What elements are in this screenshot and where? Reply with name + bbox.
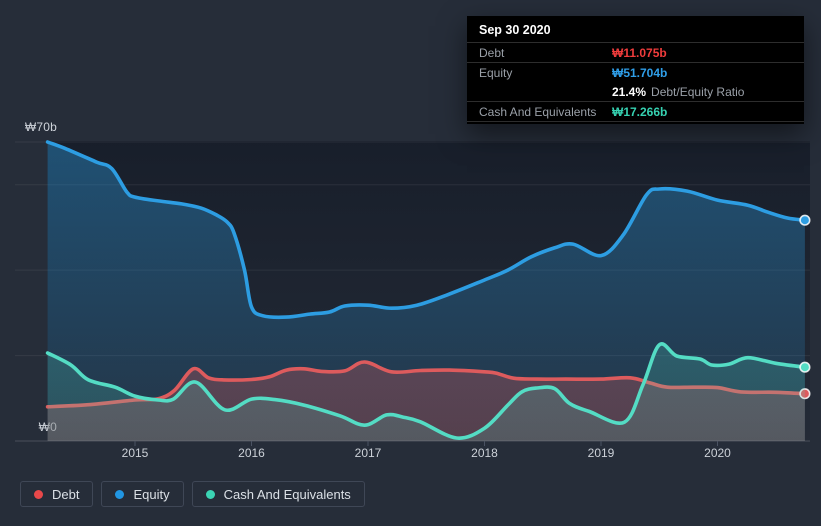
debt-equity-area-chart[interactable] [0,0,821,472]
tooltip-debt-value: ₩11.075b [612,45,667,60]
tooltip-date: Sep 30 2020 [467,16,804,43]
tooltip-cash-label: Cash And Equivalents [479,104,597,119]
legend-item-label: Equity [133,486,170,502]
x-axis-label-2017: 2017 [354,446,382,460]
tooltip-equity-value: ₩51.704b [612,65,668,80]
x-axis-label-2020: 2020 [704,446,731,460]
tooltip: Sep 30 2020 Debt ₩11.075b Equity ₩51.704… [467,16,804,124]
legend-item-label: Debt [52,486,80,502]
debt-legend-dot-icon [34,489,43,499]
tooltip-cash-value: ₩17.266b [612,104,668,119]
legend: Debt Equity Cash And Equivalents [20,481,365,507]
equity-area [47,142,805,441]
tooltip-debt-label: Debt [479,45,505,60]
legend-item-label: Cash And Equivalents [223,486,351,502]
legend-item-cash[interactable]: Cash And Equivalents [191,481,365,507]
equity-line[interactable] [45,140,807,320]
x-axis-label-2018: 2018 [471,446,498,460]
tooltip-ratio-label: Debt/Equity Ratio [651,84,745,99]
legend-item-debt[interactable]: Debt [20,481,94,507]
tooltip-row-cash: Cash And Equivalents ₩17.266b [467,102,804,122]
equity-legend-dot-icon [115,489,125,499]
cash-and-equivalents-line[interactable] [45,342,807,440]
tooltip-row-ratio: 21.4% Debt/Equity Ratio [467,82,804,102]
x-axis-label-2016: 2016 [238,446,265,460]
tooltip-row-equity: Equity ₩51.704b [467,63,804,82]
cash-and-equivalents-endpoint-dot[interactable] [799,361,811,373]
cash-and-equivalents-area [47,343,805,441]
legend-item-equity[interactable]: Equity [101,481,184,507]
y-axis-label-top: ₩70b [24,120,57,134]
tooltip-equity-label: Equity [479,65,513,80]
tooltip-row-debt: Debt ₩11.075b [467,43,804,63]
equity-endpoint-dot[interactable] [799,214,811,226]
x-axis-label-2015: 2015 [121,446,149,460]
tooltip-ratio-percent: 21.4% [612,84,647,99]
cash-legend-dot-icon [205,489,215,499]
tooltip-ratio-value: 21.4% Debt/Equity Ratio [612,85,792,99]
x-axis-label-2019: 2019 [587,446,615,460]
